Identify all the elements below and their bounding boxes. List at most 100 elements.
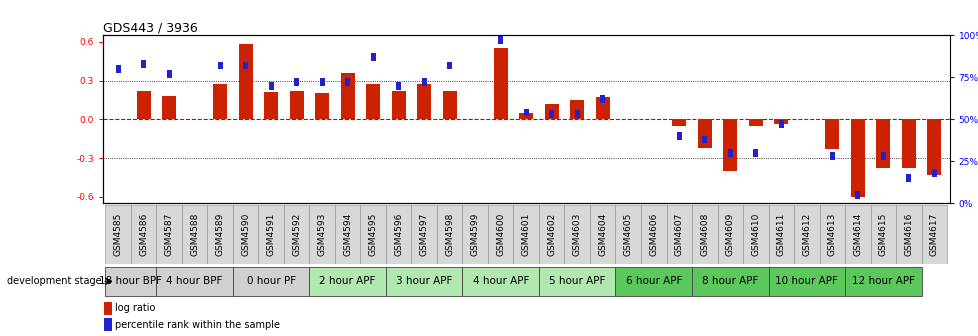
- Text: GSM4604: GSM4604: [598, 213, 606, 256]
- Bar: [166, 70, 171, 78]
- Text: GSM4593: GSM4593: [317, 213, 327, 256]
- Bar: [824, 119, 838, 149]
- FancyBboxPatch shape: [334, 205, 360, 264]
- Bar: [239, 44, 252, 119]
- Text: GSM4599: GSM4599: [470, 213, 479, 256]
- FancyBboxPatch shape: [793, 205, 819, 264]
- Text: GSM4613: GSM4613: [827, 213, 836, 256]
- FancyBboxPatch shape: [411, 205, 436, 264]
- FancyBboxPatch shape: [717, 205, 742, 264]
- Bar: [137, 91, 151, 119]
- Bar: [774, 119, 787, 124]
- Text: GSM4608: GSM4608: [699, 213, 708, 256]
- Bar: [213, 84, 227, 119]
- Bar: [422, 78, 426, 86]
- Text: 4 hour BPF: 4 hour BPF: [166, 277, 223, 286]
- Bar: [289, 91, 303, 119]
- Text: 6 hour APF: 6 hour APF: [625, 277, 682, 286]
- Text: GSM4597: GSM4597: [420, 213, 428, 256]
- FancyBboxPatch shape: [844, 205, 869, 264]
- FancyBboxPatch shape: [207, 205, 233, 264]
- Bar: [574, 110, 579, 118]
- Bar: [447, 61, 452, 70]
- Bar: [498, 36, 503, 44]
- FancyBboxPatch shape: [768, 205, 793, 264]
- Bar: [366, 84, 379, 119]
- FancyBboxPatch shape: [106, 205, 131, 264]
- FancyBboxPatch shape: [615, 267, 691, 296]
- FancyBboxPatch shape: [869, 205, 895, 264]
- Bar: [850, 119, 864, 197]
- Text: 3 hour APF: 3 hour APF: [395, 277, 452, 286]
- Bar: [676, 132, 681, 140]
- Bar: [829, 152, 834, 160]
- Text: GSM4612: GSM4612: [801, 213, 811, 256]
- Bar: [523, 109, 528, 117]
- Bar: [340, 73, 354, 119]
- Bar: [345, 78, 350, 86]
- Text: GSM4607: GSM4607: [674, 213, 683, 256]
- Text: GSM4594: GSM4594: [343, 213, 352, 256]
- Text: 5 hour APF: 5 hour APF: [549, 277, 604, 286]
- Bar: [672, 119, 686, 126]
- FancyBboxPatch shape: [462, 267, 539, 296]
- FancyBboxPatch shape: [895, 205, 920, 264]
- FancyBboxPatch shape: [309, 267, 385, 296]
- Text: GSM4589: GSM4589: [215, 213, 224, 256]
- FancyBboxPatch shape: [385, 205, 411, 264]
- Bar: [723, 119, 736, 171]
- FancyBboxPatch shape: [360, 205, 385, 264]
- Bar: [549, 110, 554, 118]
- FancyBboxPatch shape: [920, 205, 946, 264]
- Bar: [493, 48, 508, 119]
- Bar: [417, 84, 430, 119]
- FancyBboxPatch shape: [615, 205, 641, 264]
- Bar: [518, 113, 533, 119]
- Text: GSM4610: GSM4610: [750, 213, 760, 256]
- Text: 18 hour BPF: 18 hour BPF: [99, 277, 162, 286]
- Bar: [371, 53, 376, 61]
- Bar: [600, 95, 604, 103]
- FancyBboxPatch shape: [182, 205, 207, 264]
- FancyBboxPatch shape: [844, 267, 920, 296]
- FancyBboxPatch shape: [462, 205, 487, 264]
- Text: GDS443 / 3936: GDS443 / 3936: [103, 21, 198, 34]
- FancyBboxPatch shape: [156, 205, 182, 264]
- FancyBboxPatch shape: [284, 205, 309, 264]
- FancyBboxPatch shape: [487, 205, 512, 264]
- Text: GSM4605: GSM4605: [623, 213, 632, 256]
- Bar: [875, 119, 889, 168]
- Text: GSM4598: GSM4598: [445, 213, 454, 256]
- Text: percentile rank within the sample: percentile rank within the sample: [115, 320, 281, 330]
- Text: GSM4596: GSM4596: [394, 213, 403, 256]
- FancyBboxPatch shape: [691, 205, 717, 264]
- Text: GSM4602: GSM4602: [547, 213, 556, 256]
- Bar: [906, 174, 911, 182]
- Bar: [315, 93, 329, 119]
- Bar: [778, 120, 783, 128]
- Bar: [293, 78, 299, 86]
- Bar: [752, 149, 758, 157]
- Text: GSM4609: GSM4609: [725, 213, 734, 256]
- FancyBboxPatch shape: [590, 205, 615, 264]
- FancyBboxPatch shape: [691, 267, 768, 296]
- FancyBboxPatch shape: [768, 267, 844, 296]
- Text: GSM4603: GSM4603: [572, 213, 581, 256]
- Bar: [104, 302, 112, 315]
- Text: GSM4592: GSM4592: [291, 213, 301, 256]
- FancyBboxPatch shape: [233, 267, 309, 296]
- FancyBboxPatch shape: [131, 205, 156, 264]
- Text: GSM4614: GSM4614: [853, 213, 862, 256]
- Bar: [243, 61, 248, 70]
- Bar: [115, 65, 120, 73]
- Text: GSM4616: GSM4616: [904, 213, 912, 256]
- Text: GSM4591: GSM4591: [266, 213, 276, 256]
- Bar: [391, 91, 405, 119]
- Text: GSM4606: GSM4606: [648, 213, 657, 256]
- FancyBboxPatch shape: [233, 205, 258, 264]
- Text: development stage: development stage: [7, 277, 102, 286]
- Bar: [268, 82, 274, 90]
- FancyBboxPatch shape: [666, 205, 691, 264]
- FancyBboxPatch shape: [258, 205, 284, 264]
- Bar: [264, 92, 278, 119]
